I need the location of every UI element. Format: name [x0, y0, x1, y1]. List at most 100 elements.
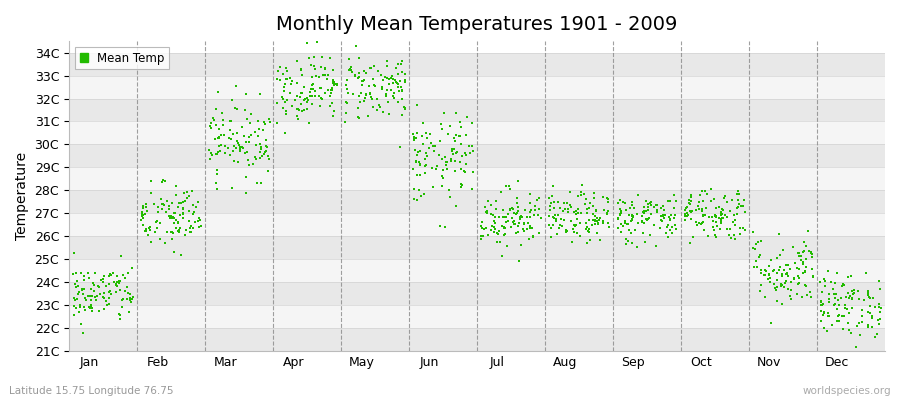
Point: [164, 213, 178, 219]
Text: worldspecies.org: worldspecies.org: [803, 386, 891, 396]
Point: [497, 225, 511, 232]
Point: [871, 316, 886, 323]
Point: [612, 211, 626, 218]
Point: [250, 180, 265, 186]
Point: [325, 84, 339, 91]
Point: [166, 214, 181, 220]
Point: [862, 310, 877, 316]
Point: [643, 200, 657, 206]
Point: [342, 56, 356, 62]
Point: [818, 283, 832, 289]
Point: [441, 130, 455, 137]
Point: [844, 330, 859, 336]
Point: [364, 94, 378, 100]
Point: [445, 148, 459, 154]
Point: [554, 223, 569, 229]
Point: [734, 202, 749, 209]
Point: [630, 211, 644, 217]
Point: [796, 261, 811, 267]
Point: [758, 267, 772, 274]
Point: [777, 266, 791, 273]
Point: [545, 222, 560, 228]
Point: [204, 120, 219, 126]
Point: [641, 216, 655, 222]
Point: [794, 253, 808, 260]
Point: [209, 151, 223, 157]
Point: [611, 215, 625, 222]
Point: [151, 204, 166, 210]
Point: [325, 100, 339, 106]
Point: [162, 203, 176, 209]
Point: [842, 290, 856, 297]
Point: [659, 230, 673, 236]
Point: [678, 213, 692, 220]
Point: [612, 210, 626, 217]
Point: [528, 203, 543, 210]
Point: [278, 111, 293, 117]
Point: [573, 189, 588, 195]
Point: [356, 78, 370, 84]
Point: [123, 297, 138, 303]
Point: [112, 278, 127, 284]
Point: [391, 61, 405, 68]
Point: [171, 220, 185, 226]
Point: [374, 104, 388, 110]
Point: [649, 202, 663, 208]
Point: [156, 200, 170, 207]
Point: [770, 270, 785, 277]
Point: [180, 195, 194, 201]
Point: [184, 229, 198, 235]
Point: [69, 305, 84, 311]
Point: [259, 144, 274, 151]
Point: [714, 216, 728, 222]
Point: [511, 258, 526, 264]
Point: [515, 214, 529, 221]
Point: [155, 206, 169, 212]
Point: [709, 204, 724, 211]
Point: [501, 183, 516, 190]
Point: [708, 212, 723, 218]
Point: [466, 148, 481, 154]
Point: [172, 226, 186, 233]
Point: [252, 140, 266, 147]
Point: [850, 323, 864, 329]
Point: [295, 90, 310, 96]
Point: [251, 132, 266, 139]
Point: [140, 226, 154, 232]
Point: [98, 283, 112, 289]
Point: [789, 265, 804, 271]
Point: [577, 191, 591, 197]
Point: [667, 215, 681, 221]
Point: [567, 229, 581, 235]
Point: [358, 95, 373, 102]
Point: [498, 231, 512, 238]
Point: [166, 220, 181, 226]
Point: [136, 203, 150, 209]
Point: [143, 224, 157, 230]
Point: [572, 233, 587, 239]
Point: [143, 227, 157, 234]
Point: [787, 275, 801, 281]
Point: [398, 71, 412, 78]
Point: [374, 84, 389, 90]
Point: [390, 80, 404, 86]
Point: [520, 226, 535, 233]
Point: [821, 268, 835, 275]
Point: [116, 272, 130, 278]
Point: [589, 218, 603, 224]
Legend: Mean Temp: Mean Temp: [75, 47, 169, 70]
Point: [841, 320, 855, 326]
Point: [488, 214, 502, 220]
Point: [798, 282, 813, 288]
Point: [488, 226, 502, 232]
Point: [806, 274, 821, 280]
Point: [550, 231, 564, 238]
Point: [526, 234, 540, 240]
Point: [497, 232, 511, 239]
Point: [134, 217, 148, 223]
Point: [97, 295, 112, 301]
Point: [216, 122, 230, 128]
Point: [571, 230, 585, 237]
Point: [667, 205, 681, 211]
Point: [124, 265, 139, 272]
